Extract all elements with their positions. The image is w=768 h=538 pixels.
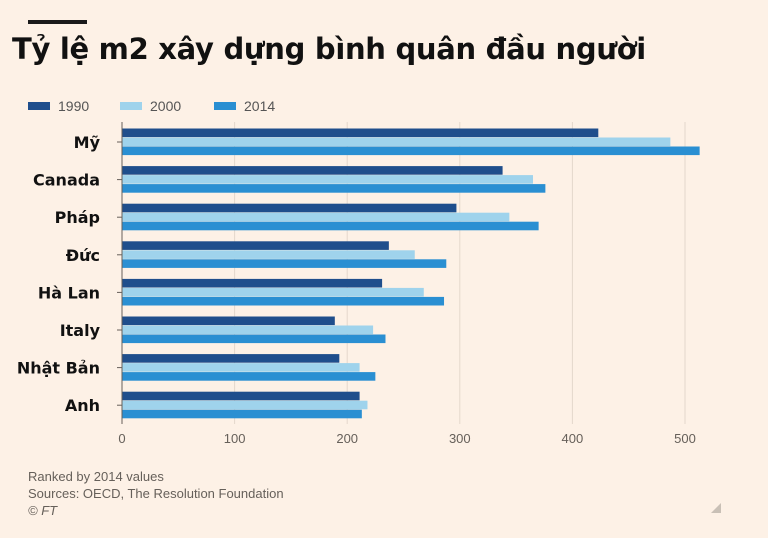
legend-swatch-2000	[120, 102, 142, 110]
category-label: Anh	[65, 396, 100, 415]
chart-footer: Ranked by 2014 values Sources: OECD, The…	[28, 468, 284, 519]
bar	[122, 203, 457, 213]
footer-credit: © FT	[28, 503, 58, 518]
legend-swatch-1990	[28, 102, 50, 110]
bar	[122, 409, 362, 419]
legend-item-2014: 2014	[214, 98, 275, 114]
bar	[122, 175, 533, 184]
legend-label-2014: 2014	[244, 98, 276, 114]
legend-label-1990: 1990	[58, 98, 90, 114]
category-label: Nhật Bản	[17, 359, 100, 378]
bar	[122, 287, 424, 297]
footer-note: Ranked by 2014 values	[28, 469, 164, 484]
category-label: Đức	[66, 246, 100, 265]
bar	[122, 166, 503, 175]
bar-chart: 0 100 200 300 400 500 Mỹ Canada Pháp Đức Hà Lan Ita…	[17, 122, 700, 446]
category-label: Pháp	[55, 208, 100, 227]
legend-item-2000: 2000	[120, 98, 181, 114]
bar	[122, 296, 445, 306]
category-label: Canada	[33, 171, 100, 190]
bar	[122, 146, 700, 156]
x-tick-label: 300	[449, 431, 471, 446]
bar	[122, 354, 340, 363]
x-tick-label: 400	[562, 431, 584, 446]
bar	[122, 363, 360, 372]
bar	[122, 221, 539, 231]
bar	[122, 316, 335, 326]
x-tick-label: 500	[674, 431, 696, 446]
x-tick-label: 200	[336, 431, 358, 446]
category-label: Hà Lan	[38, 283, 100, 302]
bar	[122, 400, 368, 410]
category-label: Italy	[60, 321, 101, 340]
chart-title: Tỷ lệ m2 xây dựng bình quân đầu người	[12, 32, 646, 66]
footer-sources: Sources: OECD, The Resolution Foundation	[28, 486, 284, 501]
corner-mark	[711, 503, 721, 513]
bar	[122, 184, 546, 193]
legend-label-2000: 2000	[150, 98, 182, 114]
x-tick-label: 0	[118, 431, 125, 446]
bar	[122, 259, 447, 268]
bar	[122, 334, 386, 344]
title-rule	[28, 20, 87, 24]
legend-item-1990: 1990	[28, 98, 89, 114]
bar	[122, 212, 510, 222]
bar	[122, 241, 389, 250]
bar	[122, 128, 599, 138]
bar	[122, 325, 374, 335]
bar	[122, 372, 376, 381]
bar	[122, 278, 383, 288]
x-tick-label: 100	[224, 431, 246, 446]
legend-swatch-2014	[214, 102, 236, 110]
bar	[122, 391, 360, 401]
category-label: Mỹ	[74, 133, 101, 152]
bar	[122, 250, 415, 259]
bar	[122, 137, 671, 147]
